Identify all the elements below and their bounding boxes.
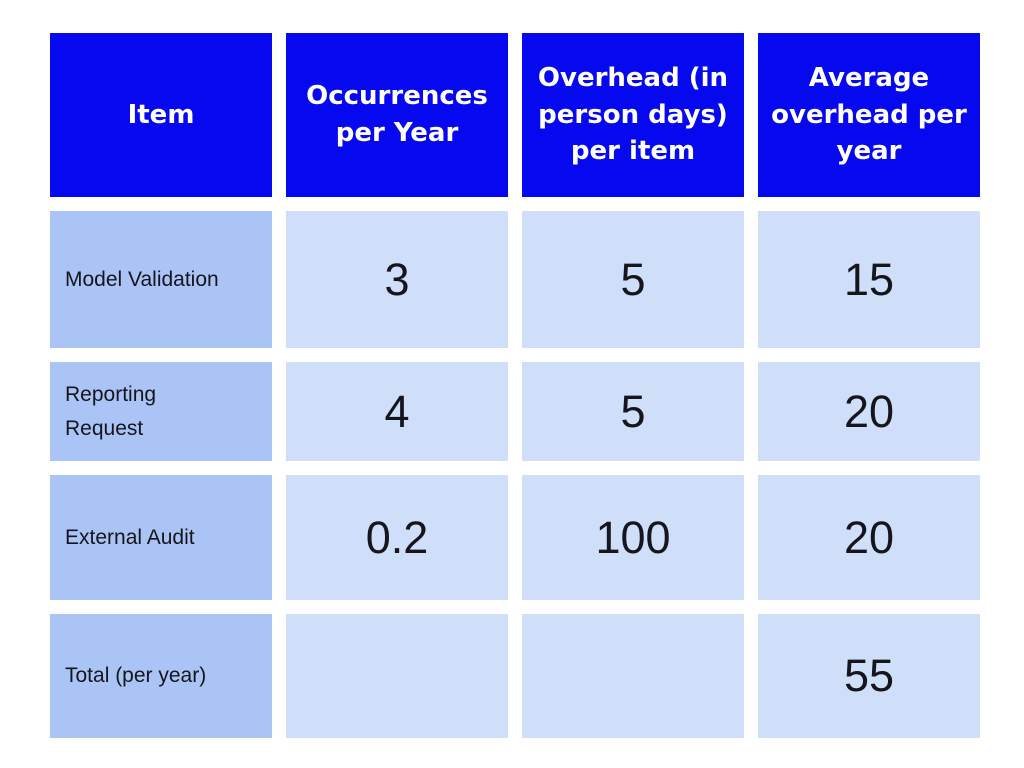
cell-value: 3 <box>384 253 410 305</box>
row-reporting-request-occurrences-cell: 4 <box>286 362 508 461</box>
row-total-occurrences-cell <box>286 614 508 738</box>
row-model-validation-occurrences-cell: 3 <box>286 211 508 348</box>
row-item-label: External Audit <box>65 525 195 549</box>
header-cell-item: Item <box>50 33 272 197</box>
row-total-overhead-cell <box>522 614 744 738</box>
row-external-audit-item-cell: External Audit <box>50 475 272 600</box>
overhead-table: Item Occurrences per Year Overhead (in p… <box>50 33 980 738</box>
cell-value: 100 <box>595 511 671 563</box>
row-model-validation-average-cell: 15 <box>758 211 980 348</box>
table-grid: Item Occurrences per Year Overhead (in p… <box>50 33 980 738</box>
cell-value: 20 <box>843 511 895 563</box>
row-reporting-request-overhead-cell: 5 <box>522 362 744 461</box>
row-model-validation-item-cell: Model Validation <box>50 211 272 348</box>
header-label-overhead-per-item: Overhead (in person days) per item <box>537 62 729 167</box>
header-label-occurrences-per-year: Occurrences per Year <box>306 81 488 148</box>
row-external-audit-average-cell: 20 <box>758 475 980 600</box>
header-cell-occurrences-per-year: Occurrences per Year <box>286 33 508 197</box>
cell-value: 4 <box>384 385 410 437</box>
cell-value: 15 <box>843 253 895 305</box>
header-cell-average-overhead-per-year: Average overhead per year <box>758 33 980 197</box>
row-item-label: Reporting Request <box>65 382 157 440</box>
row-item-label: Total (per year) <box>65 664 207 688</box>
row-item-label: Model Validation <box>65 267 219 291</box>
row-model-validation-overhead-cell: 5 <box>522 211 744 348</box>
row-total-item-cell: Total (per year) <box>50 614 272 738</box>
cell-value: 0.2 <box>365 511 429 563</box>
header-label-average-overhead-per-year: Average overhead per year <box>771 62 967 167</box>
row-total-average-cell: 55 <box>758 614 980 738</box>
cell-value: 5 <box>620 385 646 437</box>
cell-value: 55 <box>843 650 895 701</box>
row-external-audit-occurrences-cell: 0.2 <box>286 475 508 600</box>
row-external-audit-overhead-cell: 100 <box>522 475 744 600</box>
header-cell-overhead-per-item: Overhead (in person days) per item <box>522 33 744 197</box>
row-reporting-request-item-cell: Reporting Request <box>50 362 272 461</box>
cell-value: 5 <box>620 253 646 305</box>
header-label-item: Item <box>127 99 195 130</box>
row-reporting-request-average-cell: 20 <box>758 362 980 461</box>
cell-value: 20 <box>843 385 895 437</box>
